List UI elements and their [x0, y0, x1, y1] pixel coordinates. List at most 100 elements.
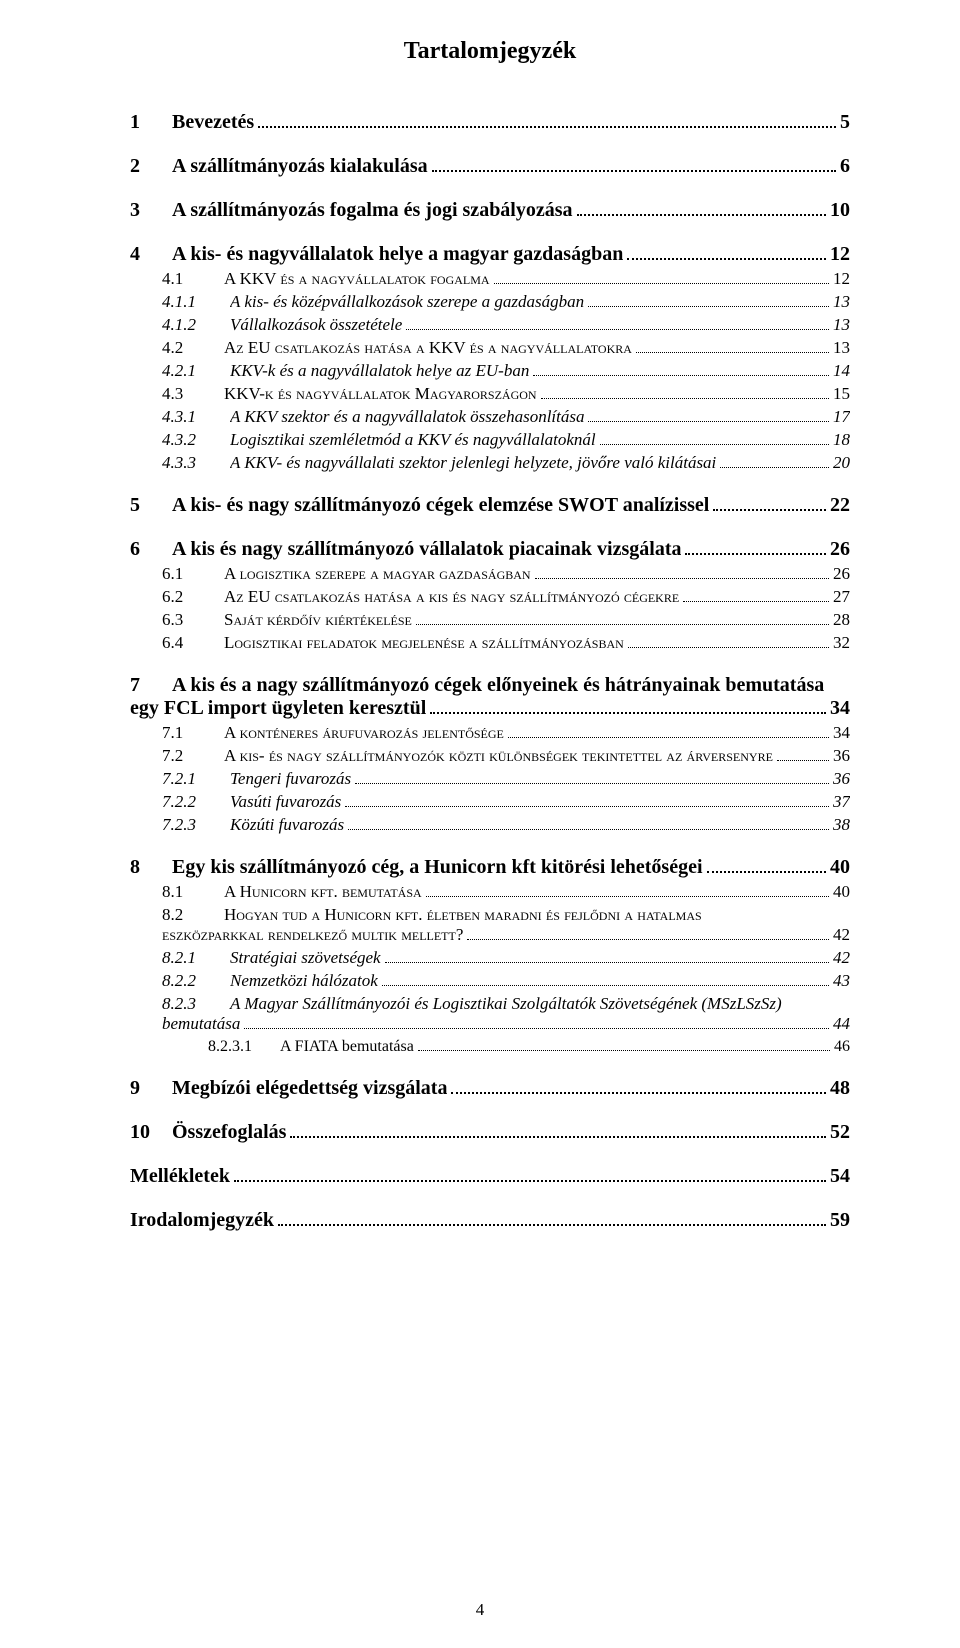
- toc-num: 4.3.1: [162, 407, 230, 427]
- toc-page: 46: [834, 1038, 850, 1056]
- toc-entry: 8.2.1Stratégiai szövetségek42: [130, 948, 850, 968]
- toc-leader: [345, 793, 829, 807]
- toc-entry: 6.2Az EU csatlakozás hatása a kis és nag…: [130, 587, 850, 607]
- toc-leader: [467, 926, 829, 940]
- toc-leader: [508, 724, 829, 738]
- toc-leader: [541, 385, 829, 399]
- toc-entry: 4.2Az EU csatlakozás hatása a KKV és a n…: [130, 338, 850, 358]
- toc-num: 4.1.2: [162, 315, 230, 335]
- toc-leader: [494, 270, 829, 284]
- toc-num: 4.3.3: [162, 453, 230, 473]
- page-number: 4: [0, 1600, 960, 1620]
- toc-label: Tengeri fuvarozás: [230, 769, 351, 789]
- toc-leader: [406, 316, 829, 330]
- toc-page: 52: [830, 1121, 850, 1144]
- toc-entry: 2A szállítmányozás kialakulása6: [130, 155, 850, 178]
- toc-page: 43: [833, 971, 850, 991]
- toc-leader: [685, 538, 826, 555]
- toc-title: Tartalomjegyzék: [130, 38, 850, 65]
- toc-entry: 6.1A logisztika szerepe a magyar gazdasá…: [130, 564, 850, 584]
- toc-page: 32: [833, 633, 850, 653]
- toc-num: 8.1: [162, 882, 224, 902]
- toc-leader: [683, 588, 829, 602]
- toc-label: Az EU csatlakozás hatása a KKV és a nagy…: [224, 338, 632, 358]
- toc-label: A logisztika szerepe a magyar gazdaságba…: [224, 564, 531, 584]
- toc-entry: Irodalomjegyzék59: [130, 1209, 850, 1232]
- toc-num: 8: [130, 856, 172, 879]
- toc-page: 48: [830, 1077, 850, 1100]
- toc-leader: [430, 697, 826, 714]
- toc-leader: [588, 293, 829, 307]
- toc-num: 6.4: [162, 633, 224, 653]
- toc-label: Nemzetközi hálózatok: [230, 971, 378, 991]
- toc-page: 36: [833, 746, 850, 766]
- toc-leader: [432, 155, 836, 172]
- toc-entry: 8.2Hogyan tud a Hunicorn kft. életben ma…: [130, 905, 850, 945]
- toc-leader: [418, 1037, 830, 1051]
- toc-num: 4.2: [162, 338, 224, 358]
- toc-num: 6.2: [162, 587, 224, 607]
- toc-entry: 8.1A Hunicorn kft. bemutatása40: [130, 882, 850, 902]
- toc-entry: 4.1.1A kis- és középvállalkozások szerep…: [130, 292, 850, 312]
- toc-num: 6: [130, 538, 172, 561]
- toc-entry: 3A szállítmányozás fogalma és jogi szabá…: [130, 199, 850, 222]
- toc-entry: 4.3.1A KKV szektor és a nagyvállalatok ö…: [130, 407, 850, 427]
- toc-label: Megbízói elégedettség vizsgálata: [172, 1077, 447, 1100]
- toc-num: 4.2.1: [162, 361, 230, 381]
- toc-label: Logisztikai szemléletmód a KKV és nagyvá…: [230, 430, 596, 450]
- toc-label: A kis és a nagy szállítmányozó cégek elő…: [172, 674, 824, 696]
- toc-num: 4.1: [162, 269, 224, 289]
- toc-label: bemutatása: [162, 1014, 240, 1034]
- toc-leader: [628, 634, 829, 648]
- toc-num: 2: [130, 155, 172, 178]
- toc-label: Hogyan tud a Hunicorn kft. életben marad…: [224, 905, 702, 924]
- toc-entry: 4.1A KKV és a nagyvállalatok fogalma12: [130, 269, 850, 289]
- toc-leader: [600, 431, 829, 445]
- toc-leader: [426, 883, 829, 897]
- toc-page: 20: [833, 453, 850, 473]
- toc-list: 1Bevezetés52A szállítmányozás kialakulás…: [130, 111, 850, 1232]
- toc-leader: [348, 816, 829, 830]
- toc-page: 13: [833, 315, 850, 335]
- toc-label: A kis- és nagy szállítmányozók közti kül…: [224, 746, 773, 766]
- toc-entry: 6.4Logisztikai feladatok megjelenése a s…: [130, 633, 850, 653]
- toc-leader: [713, 494, 826, 511]
- toc-label: A Magyar Szállítmányozói és Logisztikai …: [230, 994, 782, 1013]
- toc-leader: [355, 770, 829, 784]
- toc-page: 5: [840, 111, 850, 134]
- toc-entry: 4.3.3A KKV- és nagyvállalati szektor jel…: [130, 453, 850, 473]
- toc-leader: [451, 1077, 826, 1094]
- toc-label: Vasúti fuvarozás: [230, 792, 341, 812]
- toc-entry: 8.2.3A Magyar Szállítmányozói és Logiszt…: [130, 994, 850, 1034]
- toc-leader: [385, 949, 829, 963]
- toc-entry: 7.2A kis- és nagy szállítmányozók közti …: [130, 746, 850, 766]
- toc-num: 8.2: [162, 905, 224, 925]
- toc-page: 38: [833, 815, 850, 835]
- toc-leader: [234, 1165, 826, 1182]
- toc-label: Irodalomjegyzék: [130, 1209, 274, 1232]
- toc-num: 7.1: [162, 723, 224, 743]
- toc-num: 8.2.1: [162, 948, 230, 968]
- toc-label: Vállalkozások összetétele: [230, 315, 402, 335]
- toc-label: eszközparkkal rendelkező multik mellett?: [162, 925, 463, 945]
- toc-page: 34: [830, 697, 850, 720]
- toc-page: 18: [833, 430, 850, 450]
- toc-label: Saját kérdőív kiértékelése: [224, 610, 412, 630]
- toc-num: 6.3: [162, 610, 224, 630]
- toc-num: 7.2.2: [162, 792, 230, 812]
- toc-page: 42: [833, 925, 850, 945]
- toc-num: 4.1.1: [162, 292, 230, 312]
- toc-label: A kis- és nagy szállítmányozó cégek elem…: [172, 494, 709, 517]
- toc-page: 27: [833, 587, 850, 607]
- toc-page: 26: [830, 538, 850, 561]
- toc-label: Egy kis szállítmányozó cég, a Hunicorn k…: [172, 856, 703, 879]
- toc-num: 3: [130, 199, 172, 222]
- toc-label: A szállítmányozás fogalma és jogi szabál…: [172, 199, 573, 222]
- toc-num: 8.2.2: [162, 971, 230, 991]
- toc-entry: 10Összefoglalás52: [130, 1121, 850, 1144]
- toc-num: 7.2.3: [162, 815, 230, 835]
- toc-page: 15: [833, 384, 850, 404]
- toc-page: 17: [833, 407, 850, 427]
- toc-num: 4.3: [162, 384, 224, 404]
- toc-page: 40: [833, 882, 850, 902]
